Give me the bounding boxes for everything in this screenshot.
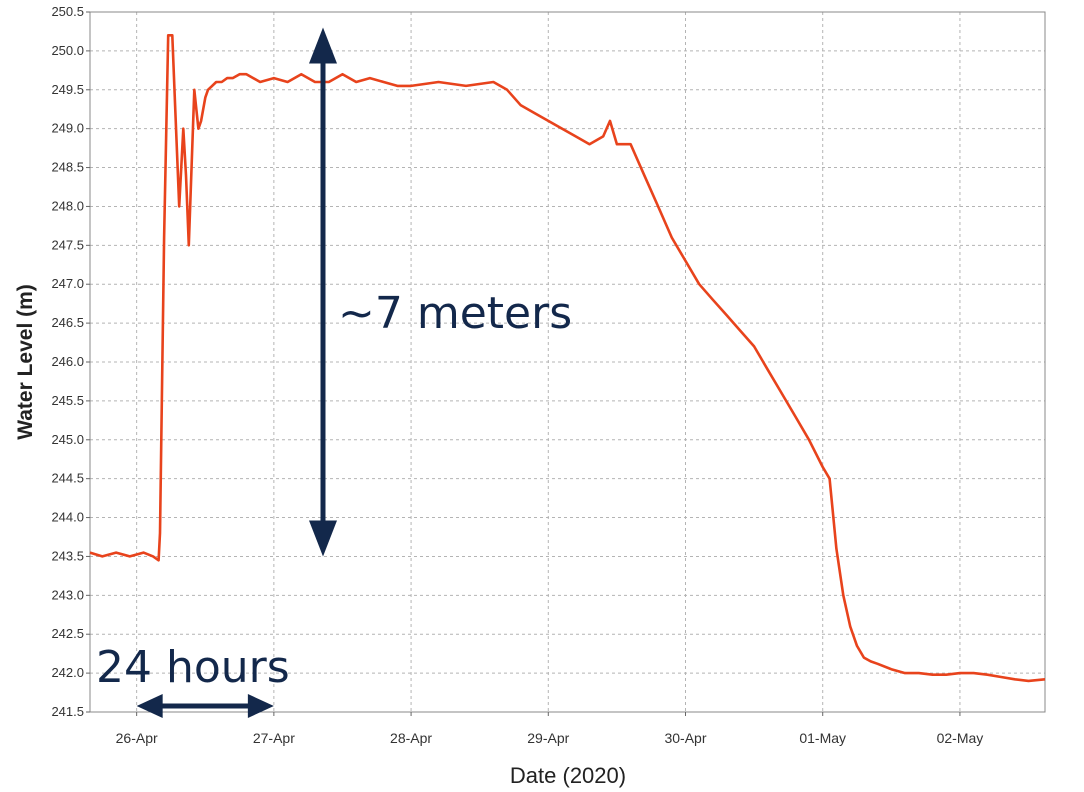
- plot-background: [90, 12, 1045, 712]
- horizontal-arrow-head-left: [136, 694, 163, 718]
- x-tick-label: 29-Apr: [527, 730, 569, 746]
- y-tick-label: 247.5: [51, 237, 84, 252]
- seven-meters-label: ~7 meters: [338, 288, 572, 339]
- y-tick-label: 250.5: [51, 4, 84, 19]
- x-tick-label: 02-May: [937, 730, 984, 746]
- y-tick-label: 244.5: [51, 471, 84, 486]
- y-tick-label: 248.5: [51, 160, 84, 175]
- water-level-line: [89, 33, 1046, 683]
- y-tick-label: 248.0: [51, 198, 84, 213]
- y-tick-label: 242.5: [51, 626, 84, 641]
- twenty-four-hours-label: 24 hours: [96, 642, 290, 693]
- y-tick-label: 243.0: [51, 587, 84, 602]
- grid: [90, 11, 1045, 713]
- horizontal-arrow-head-right: [247, 694, 274, 718]
- vertical-arrow-head-bottom: [309, 520, 337, 557]
- y-tick-label: 242.0: [51, 665, 84, 680]
- y-axis-ticks: 241.5 242.0 242.5 243.0 243.5 244.0 244.5 245.0…: [51, 4, 90, 719]
- x-tick-label: 27-Apr: [253, 730, 295, 746]
- x-tick-label: 26-Apr: [116, 730, 158, 746]
- y-tick-label: 246.0: [51, 354, 84, 369]
- y-tick-label: 243.5: [51, 548, 84, 563]
- y-tick-label: 249.5: [51, 82, 84, 97]
- y-tick-label: 244.0: [51, 510, 84, 525]
- y-axis-label: Water Level (m): [14, 284, 37, 440]
- y-tick-label: 246.5: [51, 315, 84, 330]
- x-axis-ticks: 26-Apr 27-Apr 28-Apr 29-Apr 30-Apr 01-May 02-M…: [116, 712, 984, 746]
- x-axis-label: Date (2020): [510, 763, 626, 788]
- annotations: ~7 meters 24 hours: [96, 27, 572, 718]
- y-tick-label: 250.0: [51, 43, 84, 58]
- vertical-arrow-head-top: [309, 27, 337, 64]
- y-tick-label: 247.0: [51, 276, 84, 291]
- y-tick-label: 249.0: [51, 121, 84, 136]
- x-tick-label: 30-Apr: [664, 730, 706, 746]
- y-tick-label: 241.5: [51, 704, 84, 719]
- y-tick-label: 245.0: [51, 432, 84, 447]
- x-tick-label: 28-Apr: [390, 730, 432, 746]
- y-tick-label: 245.5: [51, 393, 84, 408]
- x-tick-label: 01-May: [799, 730, 846, 746]
